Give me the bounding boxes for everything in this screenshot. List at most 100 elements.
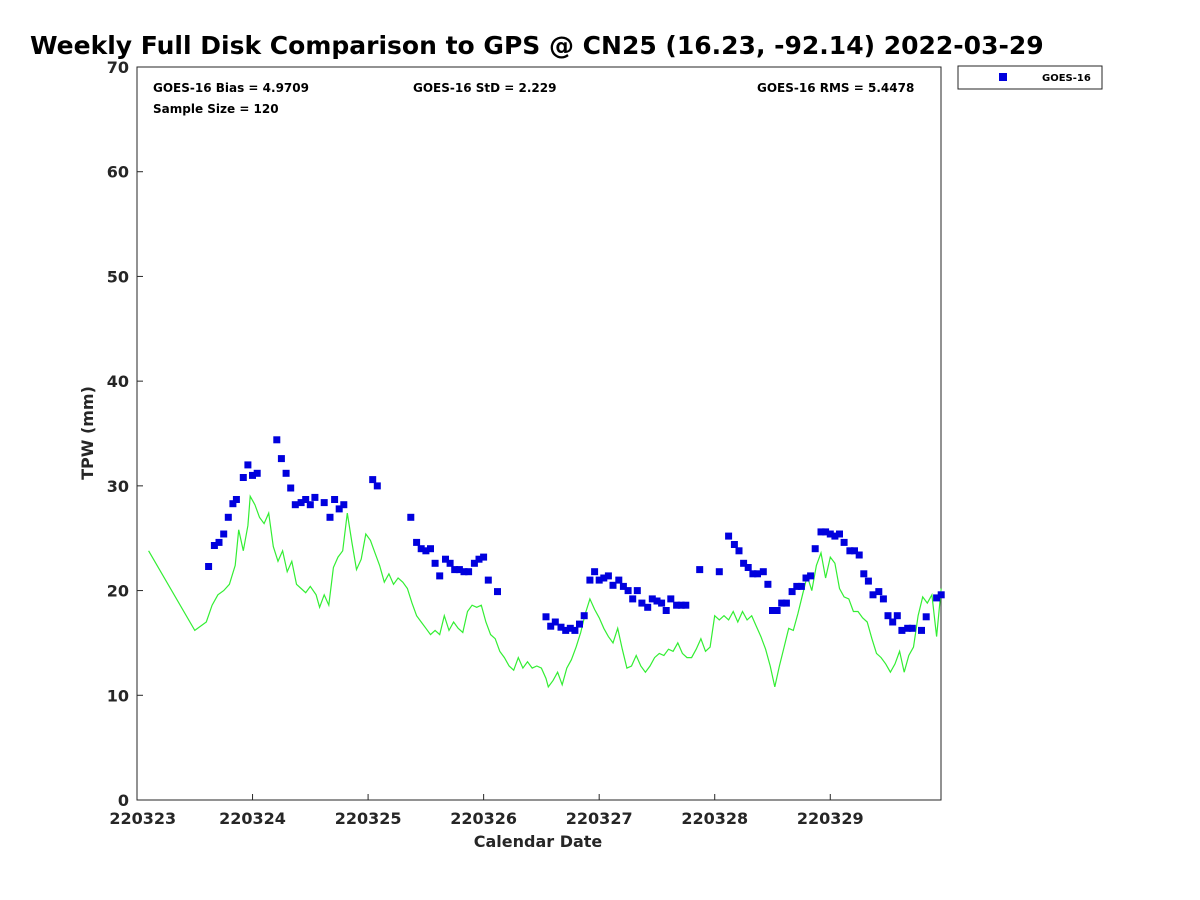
goes-data-point — [297, 499, 305, 507]
goes-data-point — [413, 538, 421, 546]
goes-data-point — [326, 513, 334, 521]
goes-data-point — [633, 587, 641, 595]
goes-data-point — [744, 564, 752, 571]
goes-data-point — [595, 576, 603, 584]
goes-data-point — [253, 469, 261, 477]
rms-stat: GOES-16 RMS = 5.4478 — [757, 81, 914, 95]
goes-data-point — [624, 587, 632, 595]
x-tick-label: 220323 — [109, 809, 176, 828]
goes-data-point — [442, 555, 449, 563]
goes-data-point — [431, 559, 439, 567]
goes-data-point — [566, 624, 574, 632]
goes-data-point — [451, 566, 459, 574]
goes-data-point — [875, 588, 883, 596]
goes-data-point — [494, 588, 501, 596]
plot-area-frame — [136, 66, 942, 801]
goes-data-point — [908, 624, 916, 632]
goes-data-point — [215, 538, 223, 546]
goes-data-point — [653, 597, 661, 605]
goes-data-point — [586, 576, 594, 584]
goes-data-point — [239, 474, 247, 481]
goes-data-point — [898, 626, 906, 634]
goes-data-point — [373, 482, 381, 490]
goes-data-point — [547, 622, 555, 630]
goes-data-point — [465, 568, 473, 576]
x-tick-label: 220326 — [450, 809, 517, 828]
goes-data-point — [749, 570, 757, 578]
goes-data-point — [277, 455, 285, 463]
goes-data-point — [855, 551, 863, 559]
goes-data-point — [455, 566, 463, 574]
goes-data-point — [480, 553, 488, 561]
goes-data-point — [638, 599, 646, 607]
goes-data-point — [604, 572, 612, 580]
goes-data-point — [302, 496, 310, 503]
goes-data-point — [889, 618, 897, 626]
goes-data-point — [769, 607, 776, 614]
goes-data-point — [811, 545, 819, 553]
goes-data-point — [436, 572, 444, 580]
goes-data-point — [826, 530, 834, 538]
goes-data-point — [807, 572, 815, 580]
y-axis: 0 10 20 30 40 50 60 70 — [107, 58, 143, 810]
goes-data-point — [335, 505, 343, 513]
goes-series-markers — [205, 436, 945, 634]
x-tick-label: 220327 — [566, 809, 633, 828]
goes-data-point — [427, 545, 434, 553]
goes-data-point — [609, 581, 617, 589]
goes-data-point — [797, 582, 805, 590]
goes-data-point — [851, 547, 858, 555]
goes-data-point — [677, 601, 685, 609]
std-stat: GOES-16 StD = 2.229 — [413, 81, 556, 95]
y-tick-label: 50 — [107, 267, 129, 286]
y-axis-label: TPW (mm) — [78, 386, 97, 480]
goes-data-point — [580, 612, 588, 620]
goes-data-point — [918, 626, 925, 634]
x-tick-label: 220325 — [335, 809, 402, 828]
goes-data-point — [735, 547, 743, 555]
goes-data-point — [793, 582, 801, 590]
y-tick-label: 0 — [118, 791, 129, 810]
goes-data-point — [884, 612, 892, 620]
goes-data-point — [788, 588, 796, 596]
goes-data-point — [542, 613, 550, 621]
legend-goes-label: GOES-16 — [1042, 73, 1091, 84]
goes-data-point — [244, 461, 252, 469]
goes-data-point — [571, 626, 579, 634]
goes-data-point — [778, 599, 786, 607]
goes-data-point — [273, 436, 281, 444]
goes-data-point — [822, 528, 830, 536]
goes-data-point — [644, 603, 652, 611]
goes-data-point — [591, 568, 599, 576]
goes-data-point — [306, 501, 314, 509]
goes-data-point — [629, 595, 637, 603]
goes-data-point — [331, 496, 339, 503]
goes-data-point — [759, 568, 767, 576]
goes-data-point — [831, 532, 839, 540]
goes-data-point — [282, 469, 290, 477]
bias-stat: GOES-16 Bias = 4.9709 — [153, 81, 309, 95]
goes-data-point — [320, 499, 328, 507]
goes-data-point — [696, 566, 704, 574]
goes-data-point — [446, 559, 454, 567]
goes-data-point — [904, 624, 912, 632]
goes-data-point — [836, 530, 843, 538]
goes-data-point — [782, 599, 790, 607]
goes-data-point — [725, 532, 733, 540]
goes-data-point — [860, 570, 868, 578]
goes-data-point — [232, 496, 240, 503]
goes-data-point — [662, 607, 670, 614]
goes-data-point — [715, 568, 723, 576]
goes-data-point — [287, 484, 295, 492]
goes-data-point — [615, 576, 623, 584]
goes-data-point — [846, 547, 854, 555]
goes-data-point — [369, 476, 377, 484]
goes-data-point — [869, 591, 877, 599]
goes-data-point — [291, 501, 299, 509]
goes-data-point — [311, 493, 319, 501]
goes-data-point — [340, 501, 348, 509]
sample-size-stat: Sample Size = 120 — [153, 102, 279, 116]
y-tick-label: 20 — [107, 582, 129, 601]
x-axis-label: Calendar Date — [474, 832, 603, 851]
